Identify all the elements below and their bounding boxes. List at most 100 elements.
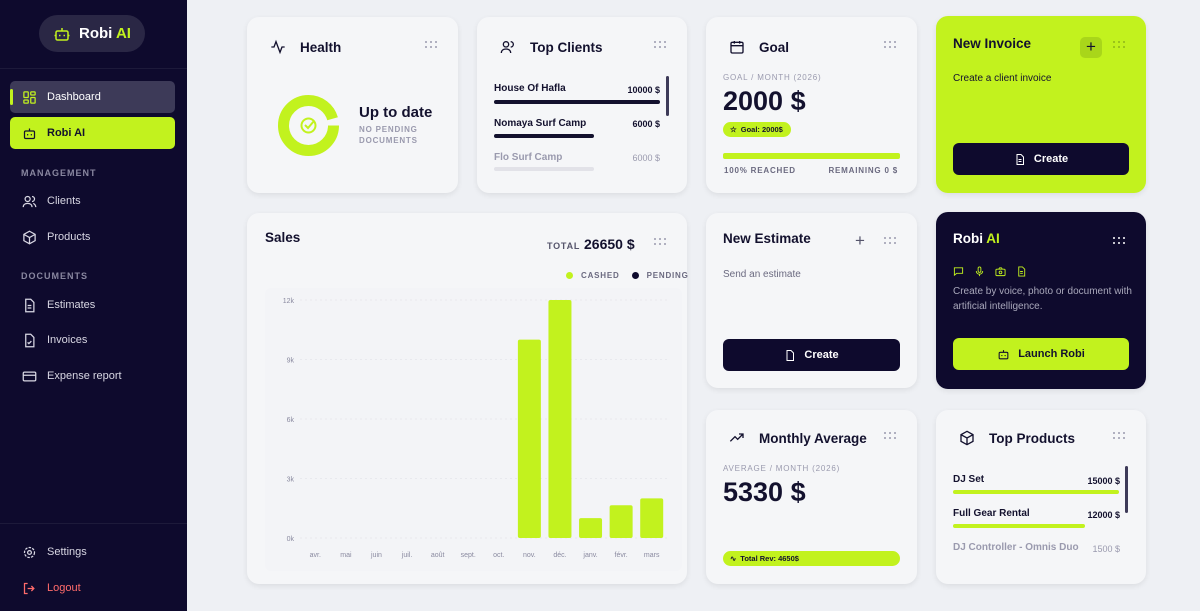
logo[interactable]: Robi AI bbox=[39, 15, 145, 52]
x-tick-label: déc. bbox=[553, 552, 566, 559]
drag-handle-icon[interactable] bbox=[1113, 41, 1125, 49]
product-name[interactable]: DJ Controller - Omnis Duo bbox=[953, 542, 1079, 553]
client-bar bbox=[494, 134, 594, 138]
activity-icon: ∿ bbox=[730, 554, 737, 563]
card-title: Top Products bbox=[989, 431, 1075, 446]
sidebar-item-clients[interactable]: Clients bbox=[10, 185, 175, 217]
bar-cashed bbox=[579, 518, 603, 538]
average-label: AVERAGE / MONTH (2026) bbox=[723, 464, 841, 473]
client-value: 6000 $ bbox=[632, 153, 660, 163]
health-status: Up to date bbox=[359, 104, 433, 121]
total-label: TOTAL bbox=[547, 241, 581, 251]
sidebar-item-products[interactable]: Products bbox=[10, 221, 175, 253]
goal-label: GOAL / MONTH (2026) bbox=[723, 73, 822, 82]
sidebar-item-dashboard[interactable]: Dashboard bbox=[10, 81, 175, 113]
divider bbox=[0, 523, 187, 524]
total-revenue-badge: ∿ Total Rev: 4650$ bbox=[723, 551, 900, 566]
section-title-management: MANAGEMENT bbox=[21, 168, 97, 178]
plus-icon: + bbox=[855, 231, 865, 250]
add-invoice-button[interactable]: + bbox=[1080, 37, 1102, 58]
health-card: Health Up to date NO PENDING DOCUMENTS bbox=[247, 17, 458, 193]
client-name[interactable]: Flo Surf Camp bbox=[494, 152, 563, 163]
x-tick-label: avr. bbox=[310, 552, 321, 559]
camera-icon[interactable] bbox=[995, 266, 1006, 277]
sidebar-item-estimates[interactable]: Estimates bbox=[10, 289, 175, 321]
goal-remaining: REMAINING 0 $ bbox=[828, 166, 898, 175]
create-invoice-button[interactable]: Create bbox=[953, 143, 1129, 175]
drag-handle-icon[interactable] bbox=[654, 41, 666, 49]
dashboard-icon bbox=[23, 90, 36, 104]
product-bar bbox=[953, 490, 1119, 494]
card-description: Create a client invoice bbox=[953, 73, 1052, 84]
client-name[interactable]: Nomaya Surf Camp bbox=[494, 118, 587, 129]
users-icon bbox=[500, 41, 514, 54]
product-name[interactable]: Full Gear Rental bbox=[953, 508, 1030, 519]
drag-handle-icon[interactable] bbox=[884, 237, 896, 245]
gear-icon bbox=[23, 546, 36, 558]
client-bar bbox=[494, 100, 660, 104]
file-text-icon bbox=[1016, 153, 1024, 165]
drag-handle-icon[interactable] bbox=[654, 238, 666, 246]
robot-icon bbox=[998, 349, 1009, 359]
drag-handle-icon[interactable] bbox=[1113, 432, 1125, 440]
drag-handle-icon[interactable] bbox=[884, 432, 896, 440]
x-tick-label: sept. bbox=[461, 552, 476, 559]
sidebar-item-settings[interactable]: Settings bbox=[10, 536, 175, 568]
product-name[interactable]: DJ Set bbox=[953, 474, 985, 485]
chat-icon[interactable] bbox=[953, 266, 964, 277]
star-icon: ☆ bbox=[730, 125, 737, 134]
legend-swatch-pending bbox=[631, 272, 639, 279]
microphone-icon[interactable] bbox=[974, 266, 985, 277]
launch-robi-button[interactable]: Launch Robi bbox=[953, 338, 1129, 370]
file-text-icon bbox=[25, 298, 35, 312]
plot-area bbox=[265, 288, 682, 571]
scrollbar[interactable] bbox=[1125, 466, 1128, 513]
brand-name: Robi bbox=[79, 25, 113, 42]
box-icon bbox=[960, 430, 974, 446]
sidebar-item-robi-ai[interactable]: Robi AI bbox=[10, 117, 175, 149]
create-estimate-button[interactable]: Create bbox=[723, 339, 900, 371]
credit-card-icon bbox=[22, 371, 37, 381]
card-title: New Invoice bbox=[953, 36, 1032, 51]
x-tick-label: févr. bbox=[615, 552, 628, 559]
health-sub: DOCUMENTS bbox=[359, 136, 418, 145]
x-tick-label: août bbox=[431, 552, 445, 559]
x-tick-label: juil. bbox=[401, 552, 413, 559]
card-title: Sales bbox=[265, 230, 301, 245]
sidebar-item-logout[interactable]: Logout bbox=[10, 572, 175, 604]
y-tick-label: 6k bbox=[287, 417, 295, 424]
goal-reached: 100% REACHED bbox=[724, 166, 796, 175]
sales-card: Sales TOTAL 26650 $ CASHED PENDING 0k 3k 6… bbox=[247, 213, 689, 584]
sidebar-item-label: Estimates bbox=[47, 299, 96, 311]
sidebar-item-label: Robi AI bbox=[47, 127, 86, 139]
document-icon[interactable] bbox=[1016, 266, 1027, 277]
card-description: Send an estimate bbox=[723, 269, 801, 280]
total-revenue-text: Total Rev: 4650$ bbox=[740, 554, 799, 563]
sidebar-item-label: Expense report bbox=[47, 370, 122, 382]
button-label: Launch Robi bbox=[1018, 348, 1085, 360]
y-tick-label: 0k bbox=[287, 536, 295, 543]
add-estimate-button[interactable]: + bbox=[855, 231, 865, 251]
sidebar-item-label: Settings bbox=[47, 546, 87, 558]
drag-handle-icon[interactable] bbox=[1113, 237, 1125, 245]
client-value: 10000 $ bbox=[627, 85, 660, 95]
sidebar: Robi AI Dashboard Robi AI MANAGEMENT Cli… bbox=[0, 0, 187, 611]
button-label: Create bbox=[1033, 153, 1069, 165]
goal-badge: ☆ Goal: 2000$ bbox=[723, 122, 791, 137]
calendar-icon bbox=[730, 41, 744, 54]
card-description: Create by voice, photo or document with … bbox=[953, 286, 1132, 312]
scrollbar[interactable] bbox=[666, 76, 669, 116]
x-tick-label: janv. bbox=[582, 552, 597, 559]
sidebar-item-invoices[interactable]: Invoices bbox=[10, 324, 175, 356]
box-icon bbox=[23, 230, 36, 244]
health-sub: NO PENDING bbox=[359, 125, 418, 134]
x-tick-label: mai bbox=[340, 552, 352, 559]
activity-icon bbox=[271, 39, 285, 55]
legend-pending: PENDING bbox=[646, 271, 689, 280]
robi-ai-card: Robi AI Create by voice, photo or docume… bbox=[936, 212, 1146, 389]
sidebar-item-expense-report[interactable]: Expense report bbox=[10, 360, 175, 392]
client-name[interactable]: House Of Hafla bbox=[494, 83, 566, 94]
card-title: New Estimate bbox=[723, 231, 811, 246]
drag-handle-icon[interactable] bbox=[884, 41, 896, 49]
drag-handle-icon[interactable] bbox=[425, 41, 437, 49]
